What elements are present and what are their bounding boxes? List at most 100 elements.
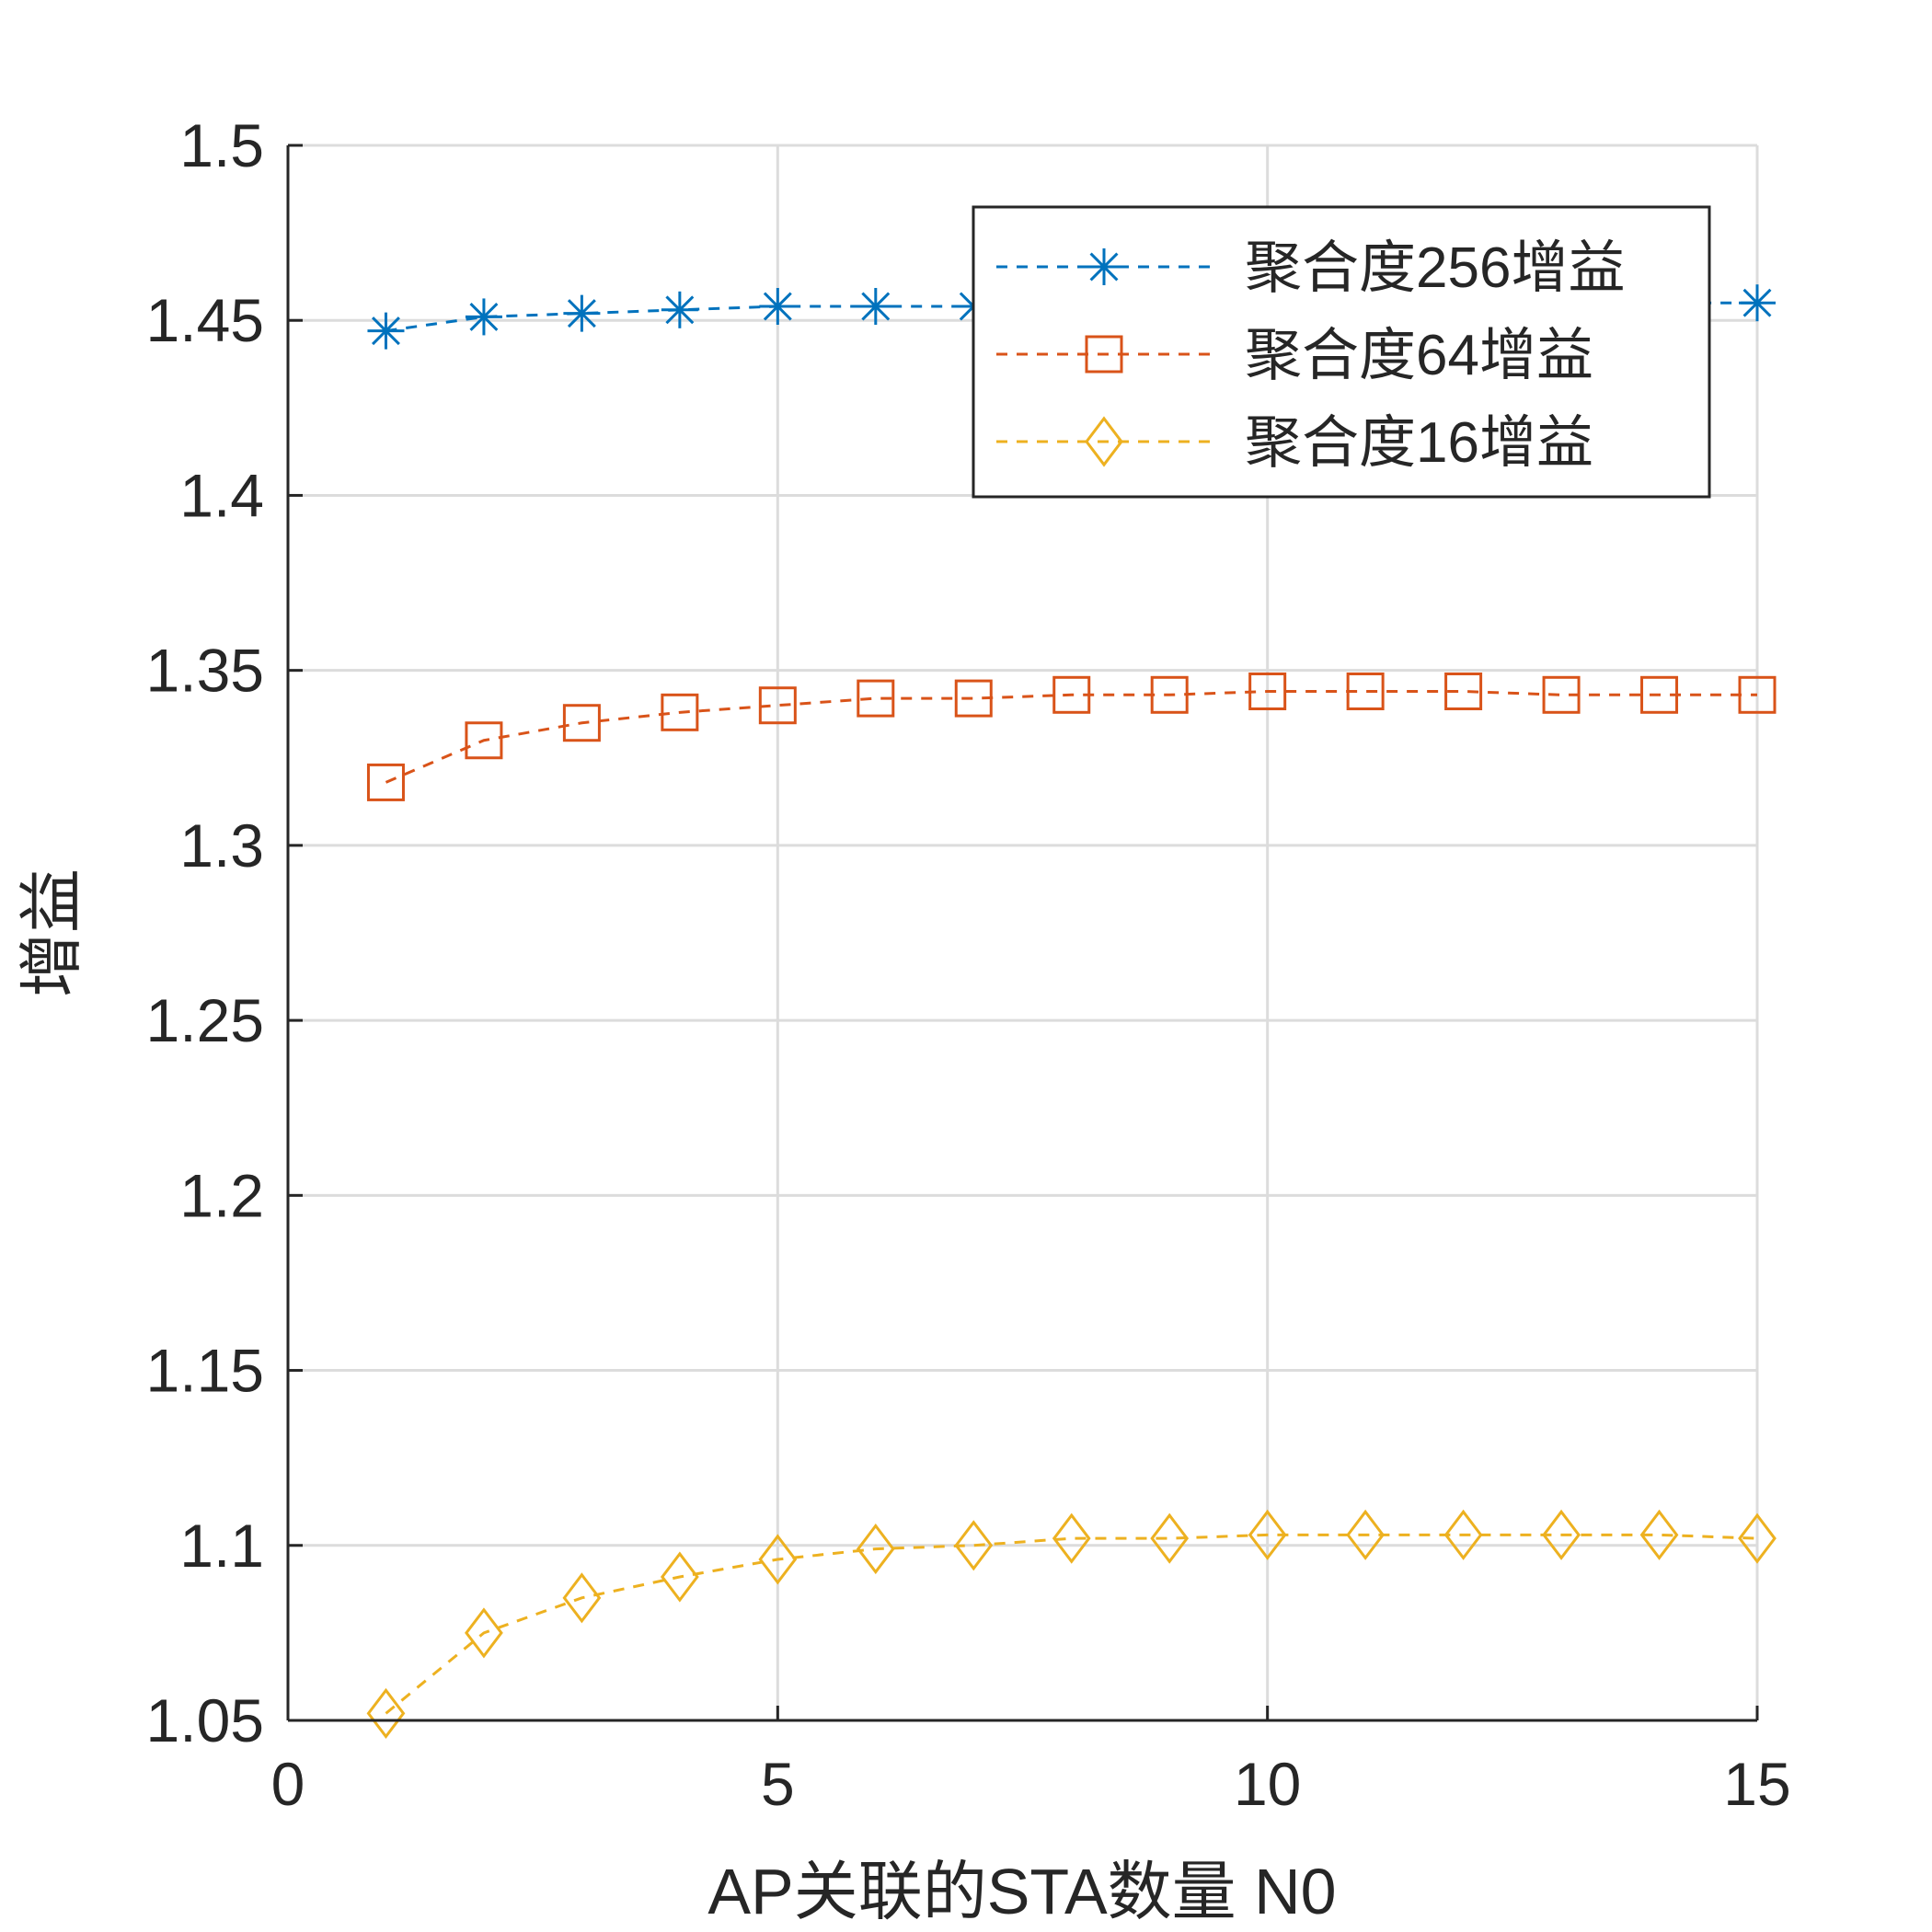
y-tick-label: 1.3 [179,811,264,880]
marker-shape [1346,1509,1386,1560]
data-point [954,679,993,718]
data-point [857,288,894,326]
marker-shape [1738,675,1777,714]
data-point [1542,675,1581,714]
data-point [661,693,699,731]
marker-shape [1542,1509,1581,1560]
data-point [1443,1509,1483,1560]
marker-shape [1443,1509,1483,1560]
y-tick-label: 1.05 [146,1686,264,1754]
marker-shape [1150,1512,1190,1564]
data-point [758,686,797,725]
marker-shape [1444,672,1483,710]
y-tick-label: 1.35 [146,637,264,705]
data-point [759,288,797,326]
data-point [1739,284,1776,322]
data-point [660,1551,699,1603]
data-point [366,763,405,801]
data-point [1738,675,1777,714]
marker-stroke [861,292,891,321]
y-tick-label: 1.4 [179,461,264,529]
x-tick-label: 5 [761,1750,795,1818]
series-2 [366,672,1777,801]
data-point [465,298,502,336]
x-tick-label: 15 [1723,1750,1790,1818]
tick-labels: 0 5 10 15 1.05 1.1 1.15 1.2 1.25 1.3 1.35 1.4 1.45 1.… [146,111,1791,1818]
marker-stroke [372,316,400,346]
legend-item: 聚合度16增益 [996,411,1593,475]
marker-shape [1085,416,1123,467]
marker-shape [465,1607,503,1659]
marker-shape [661,693,699,731]
marker-stroke [763,292,792,321]
y-tick-label: 1.2 [179,1161,264,1229]
series-line [385,1533,1758,1715]
marker-shape [1639,1509,1679,1560]
marker-shape [954,1520,994,1571]
y-axis-title: 增益 [16,868,87,997]
marker-stroke [1742,288,1772,317]
marker-shape [366,1687,406,1739]
data-point [465,1607,503,1659]
data-point [857,679,895,718]
data-point [366,1687,406,1739]
marker-shape [1248,1509,1287,1560]
legend-marker [1085,335,1123,374]
marker-stroke [665,295,695,325]
marker-shape [758,1534,798,1585]
data-point [1248,1509,1287,1560]
legend-marker [1085,416,1123,467]
marker-shape [366,763,405,801]
data-point [758,1534,798,1585]
legend-label: 聚合度256增益 [1245,236,1625,300]
data-point [661,291,698,328]
data-point [1542,1509,1581,1560]
marker-shape [1542,675,1581,714]
marker-shape [1640,675,1679,714]
legend-label: 聚合度16增益 [1245,411,1593,475]
marker-shape [562,704,601,742]
data-point [563,294,601,332]
data-point [1052,1512,1091,1564]
marker-shape [1738,1512,1777,1564]
marker-stroke [567,299,596,328]
y-tick-label: 1.1 [179,1512,264,1580]
marker-shape [660,1551,699,1603]
marker-shape [1052,675,1091,714]
marker-shape [1346,672,1385,710]
data-point [1346,672,1385,710]
data-point [1640,675,1679,714]
legend-box [972,205,1711,499]
data-point [562,1572,602,1624]
y-tick-label: 1.45 [146,286,264,354]
marker-shape [758,686,797,725]
data-point [1639,1509,1679,1560]
marker-shape [856,1524,895,1575]
marker-shape [954,679,993,718]
y-tick-label: 1.25 [146,986,264,1054]
x-tick-label: 0 [271,1750,305,1818]
marker-shape [562,1572,602,1624]
data-point [1248,672,1287,710]
x-axis-title: AP关联的STA数量 N0 [707,1856,1336,1927]
axes [286,144,1759,1722]
marker-shape [857,679,895,718]
marker-shape [1052,1512,1091,1564]
y-tick-label: 1.5 [179,111,264,179]
marker-shape [465,721,503,760]
marker-shape [1085,335,1123,374]
marker-shape [1150,675,1189,714]
x-tick-label: 10 [1234,1750,1301,1818]
data-point [856,1524,895,1575]
data-point [1052,675,1091,714]
data-point [465,721,503,760]
legend-marker [1086,248,1122,285]
legend-item: 聚合度256增益 [996,236,1625,300]
y-tick-label: 1.15 [146,1337,264,1405]
data-point [1150,1512,1190,1564]
series-3 [366,1509,1777,1739]
data-point [1150,675,1189,714]
marker-stroke [469,302,499,331]
